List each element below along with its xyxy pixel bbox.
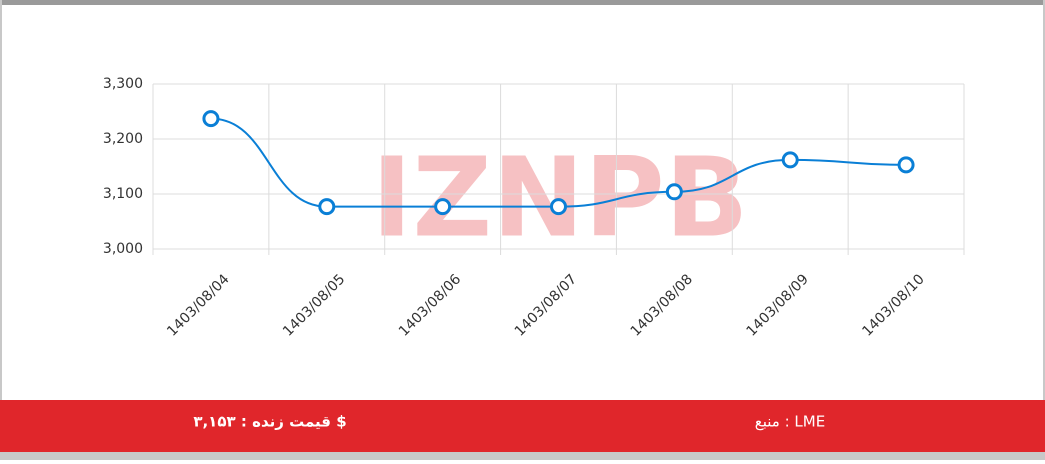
point bbox=[665, 183, 683, 201]
point bbox=[781, 151, 799, 169]
source: منبع : LME bbox=[755, 413, 825, 431]
footer-bar bbox=[0, 400, 1045, 452]
point bbox=[897, 156, 915, 174]
y-tick-label: 3,200 bbox=[103, 131, 143, 147]
bottom-border bbox=[0, 452, 1045, 460]
x-tick-label: 1403/08/09 bbox=[743, 271, 811, 339]
footer: قیمت زنده : ۳,۱۵۳ $ منبع : LME bbox=[0, 400, 1045, 460]
x-tick-label: 1403/08/04 bbox=[164, 271, 232, 339]
x-tick-label: 1403/08/05 bbox=[280, 271, 348, 339]
point bbox=[434, 198, 452, 216]
y-tick-label: 3,100 bbox=[103, 186, 143, 202]
x-tick-label: 1403/08/08 bbox=[628, 271, 696, 339]
point bbox=[202, 110, 220, 128]
x-tick-label: 1403/08/07 bbox=[512, 271, 580, 339]
point bbox=[318, 198, 336, 216]
point bbox=[550, 198, 567, 216]
x-tick-label: 1403/08/10 bbox=[859, 271, 927, 339]
top-border bbox=[0, 0, 1045, 5]
watermark: IZNPB bbox=[371, 133, 748, 261]
y-tick-label: 3,000 bbox=[103, 241, 143, 257]
left-border bbox=[0, 0, 2, 460]
live-price: قیمت زنده : ۳,۱۵۳ $ bbox=[193, 413, 346, 431]
y-tick-label: 3,300 bbox=[103, 76, 143, 92]
right-border bbox=[1043, 0, 1045, 460]
x-tick-label: 1403/08/06 bbox=[396, 271, 464, 339]
